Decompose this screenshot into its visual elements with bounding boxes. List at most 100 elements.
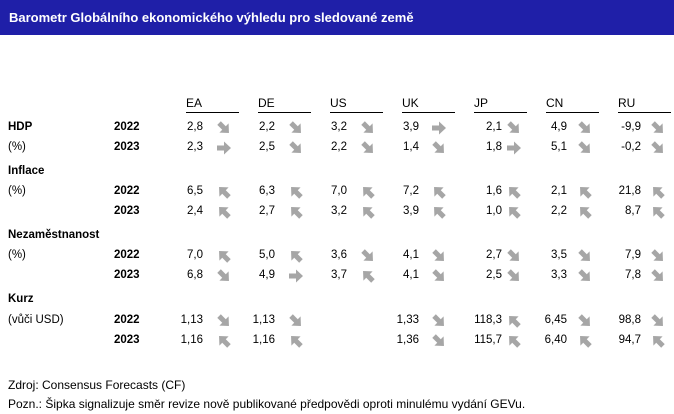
footer-source: Zdroj: Consensus Forecasts (CF) [8,378,186,392]
cell-value: 2,7 [259,205,275,217]
cell-value: 1,0 [486,205,502,217]
cell-value: 3,2 [331,121,347,133]
cell-value: 7,2 [403,185,419,197]
column-header-ea: EA [186,96,203,110]
arrow-up-icon [506,333,522,349]
arrow-down-icon [360,140,376,156]
arrow-up-icon [288,333,304,349]
arrow-down-icon [216,268,232,284]
column-header-de: DE [258,96,275,110]
arrow-down-icon [431,313,447,329]
cell-value: 1,13 [180,314,203,326]
cell-value: 4,9 [259,269,275,281]
arrow-down-icon [288,313,304,329]
cell-value: 2,8 [187,121,203,133]
column-header-uk: UK [402,96,419,110]
arrow-down-icon [650,248,666,264]
section-label: HDP [8,121,33,133]
cell-value: 118,3 [474,314,502,326]
cell-value: 2,2 [551,205,567,217]
cell-value: 2,5 [259,141,275,153]
cell-value: 1,6 [486,185,502,197]
row-year: 2022 [114,314,140,326]
cell-value: 7,8 [625,269,641,281]
arrow-down-icon [650,268,666,284]
cell-value: 2,7 [486,249,502,261]
arrow-down-icon [431,248,447,264]
arrow-right-icon [216,140,232,156]
arrow-up-icon [431,204,447,220]
arrow-up-icon [506,313,522,329]
cell-value: 3,5 [551,249,567,261]
arrow-down-icon [288,140,304,156]
arrow-down-icon [577,120,593,136]
section-sublabel: (vůči USD) [8,314,64,326]
cell-value: 1,4 [403,141,419,153]
arrow-up-icon [650,184,666,200]
column-header-us: US [330,96,347,110]
arrow-down-icon [288,120,304,136]
arrow-up-icon [216,184,232,200]
cell-value: 7,0 [187,249,203,261]
row-year: 2023 [114,334,140,346]
cell-value: 1,8 [486,141,502,153]
cell-value: 1,36 [396,334,419,346]
cell-value: 98,8 [618,314,641,326]
arrow-up-icon [506,184,522,200]
cell-value: 4,9 [551,121,567,133]
cell-value: 2,1 [551,185,567,197]
section-sublabel: (%) [8,249,26,261]
arrow-down-icon [650,313,666,329]
section-label: Kurz [8,293,34,305]
cell-value: 2,1 [486,121,502,133]
cell-value: 6,40 [544,334,567,346]
arrow-up-icon [288,248,304,264]
arrow-down-icon [577,268,593,284]
section-label: Inflace [8,165,45,177]
row-year: 2022 [114,185,140,197]
cell-value: 8,7 [625,205,641,217]
cell-value: 1,16 [180,334,203,346]
arrow-up-icon [650,204,666,220]
cell-value: 2,5 [486,269,502,281]
arrow-up-icon [288,184,304,200]
arrow-up-icon [650,333,666,349]
arrow-up-icon [216,248,232,264]
arrow-down-icon [650,140,666,156]
cell-value: 3,9 [403,121,419,133]
cell-value: 5,1 [551,141,567,153]
cell-value: 3,6 [331,249,347,261]
cell-value: 3,2 [331,205,347,217]
arrow-up-icon [216,333,232,349]
arrow-down-icon [577,313,593,329]
column-header-underline [258,112,311,113]
column-header-ru: RU [618,96,636,110]
column-header-underline [402,112,455,113]
cell-value: 21,8 [618,185,641,197]
row-year: 2023 [114,269,140,281]
arrow-down-icon [577,140,593,156]
arrow-up-icon [431,184,447,200]
arrow-down-icon [360,248,376,264]
arrow-down-icon [360,120,376,136]
arrow-down-icon [506,120,522,136]
cell-value: 5,0 [259,249,275,261]
cell-value: 1,16 [252,334,275,346]
cell-value: 2,4 [187,205,203,217]
section-sublabel: (%) [8,141,26,153]
cell-value: 3,7 [331,269,347,281]
footer-note: Pozn.: Šipka signalizuje směr revize nov… [8,397,526,411]
row-year: 2023 [114,205,140,217]
page-title: Barometr Globálního ekonomického výhledu… [0,0,674,35]
cell-value: 1,33 [396,314,419,326]
arrow-down-icon [216,313,232,329]
column-header-underline [330,112,383,113]
column-header-underline [546,112,599,113]
arrow-up-icon [506,204,522,220]
arrow-up-icon [577,204,593,220]
arrow-up-icon [288,204,304,220]
cell-value: 4,1 [403,269,419,281]
arrow-down-icon [431,333,447,349]
cell-value: 3,9 [403,205,419,217]
cell-value: -9,9 [621,121,641,133]
